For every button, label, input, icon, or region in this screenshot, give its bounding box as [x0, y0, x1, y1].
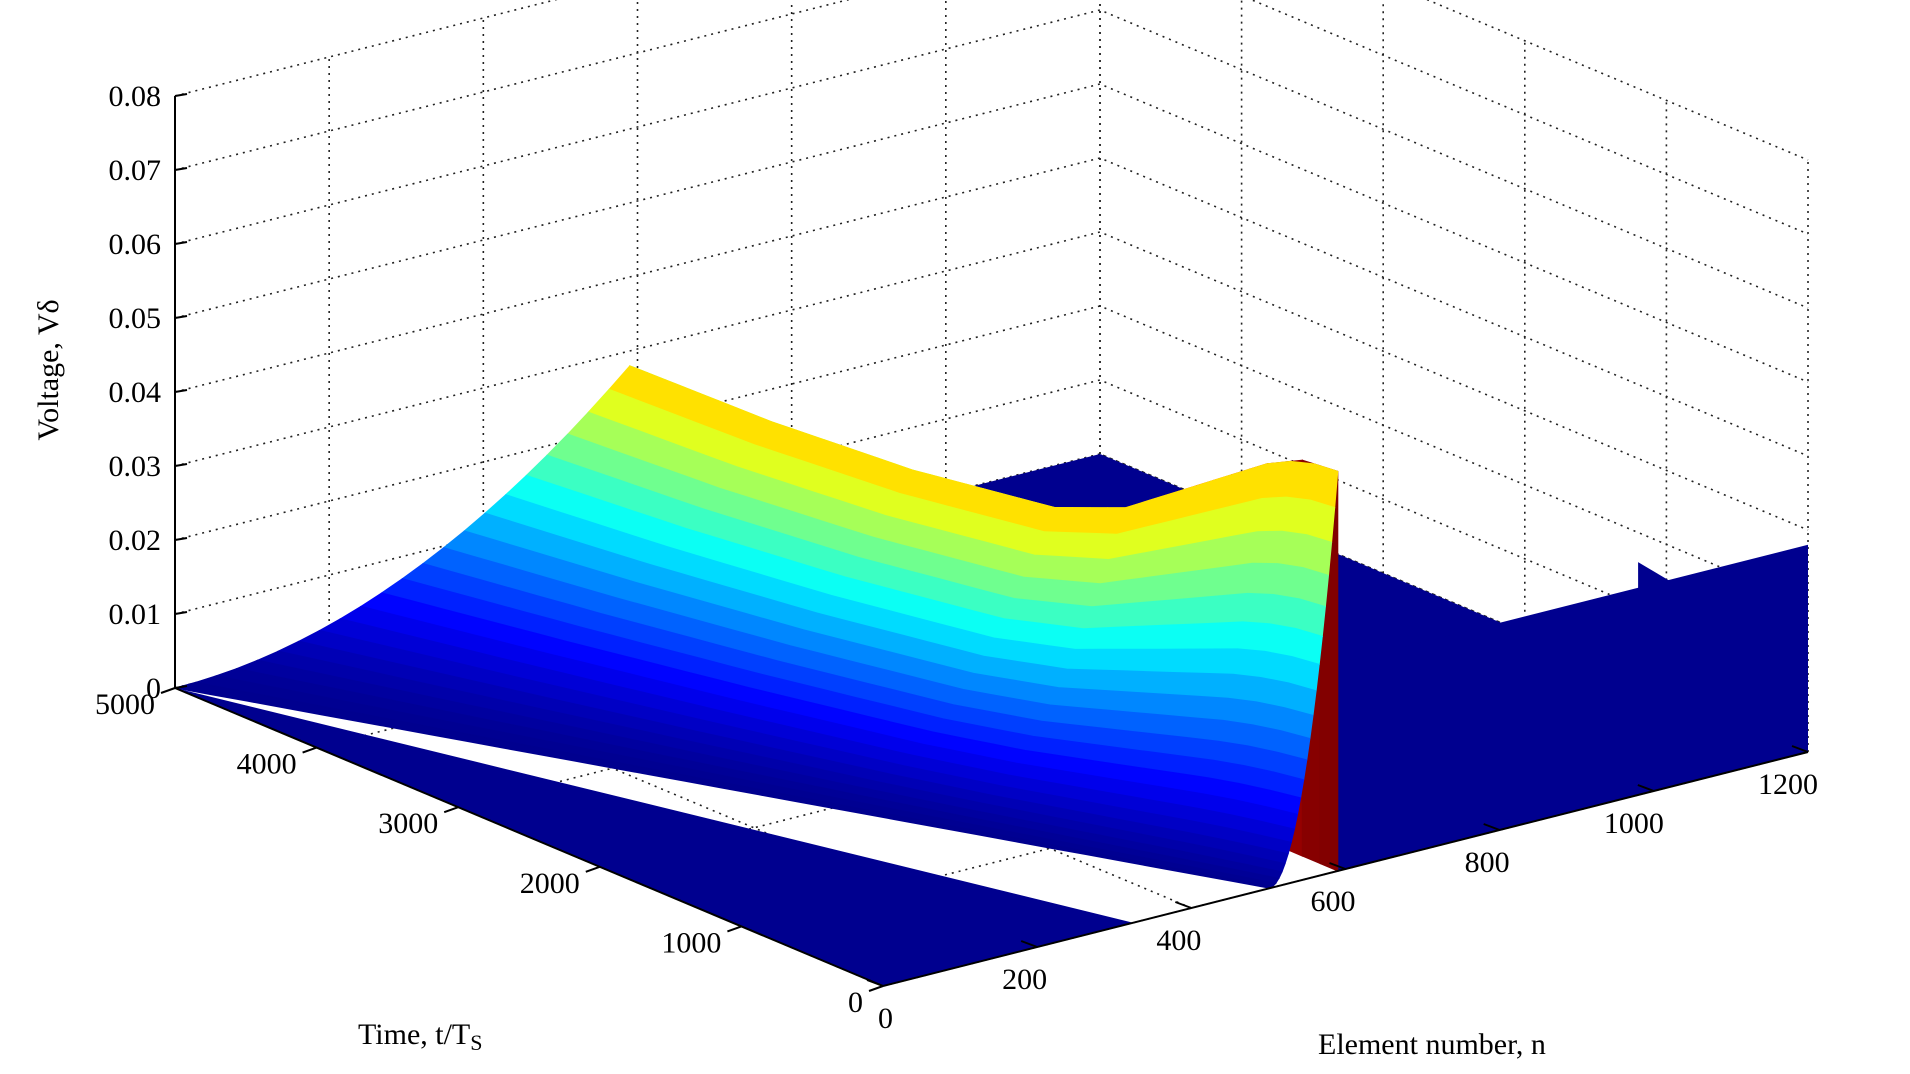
z-tick-3	[174, 463, 188, 467]
x-tick-label-0: 0	[878, 1002, 893, 1035]
floor-near	[175, 688, 1134, 986]
y-tick-4	[302, 746, 317, 754]
x-tick-label-1: 200	[1002, 963, 1047, 996]
x-tick-label-2: 400	[1156, 924, 1201, 957]
x-axis-label: Element number, n	[1318, 1028, 1546, 1061]
grid-line-z-5	[174, 83, 1809, 383]
grid-line-z-8	[174, 0, 1809, 161]
z-tick-2	[174, 537, 188, 541]
y-axis-label-subscript: S	[470, 1030, 482, 1055]
x-tick-label-6: 1200	[1758, 768, 1818, 801]
x-tick-2	[1174, 901, 1192, 909]
y-tick-label-1: 1000	[661, 926, 721, 959]
z-tick-label-3: 0.03	[109, 450, 162, 483]
z-tick-label-4: 0.04	[109, 376, 162, 409]
y-tick-label-2: 2000	[520, 867, 580, 900]
axis-layer: 0 0.01 0.02 0.03 0.04 0.05 0.06 0.07 0.08 0 1000 20…	[95, 80, 1818, 1035]
z-tick-0	[174, 685, 188, 689]
y-tick-3	[443, 806, 459, 814]
y-axis-label: Time, t/TS	[358, 1018, 483, 1055]
z-tick-label-2: 0.02	[109, 524, 162, 557]
grid-line-z-6	[174, 9, 1809, 309]
y-tick-2	[585, 865, 601, 873]
label-layer: Voltage, Vδ Time, t/TS Element number, n	[32, 299, 1546, 1061]
shelf-face	[1337, 544, 1808, 871]
z-tick-label-1: 0.01	[109, 598, 162, 631]
z-tick-5	[174, 315, 188, 319]
grid-line-z-7	[174, 0, 1809, 235]
z-tick-label-6: 0.06	[109, 228, 162, 261]
x-tick-0	[866, 979, 884, 987]
z-tick-label-7: 0.07	[109, 154, 162, 187]
x-tick-1	[1020, 940, 1038, 948]
z-tick-label-0: 0	[146, 672, 161, 705]
z-tick-8	[174, 93, 188, 97]
z-tick-1	[174, 611, 188, 615]
x-tick-label-5: 1000	[1604, 807, 1664, 840]
z-tick-7	[174, 167, 188, 171]
x-tick-4	[1483, 823, 1501, 831]
y-tick-label-3: 3000	[378, 807, 438, 840]
y-tick-0	[868, 985, 884, 992]
x-tick-label-4: 800	[1465, 846, 1510, 879]
z-tick-label-8: 0.08	[109, 80, 162, 113]
x-tick-label-3: 600	[1311, 885, 1356, 918]
x-tick-3	[1329, 862, 1346, 870]
y-tick-label-0: 0	[848, 986, 863, 1019]
grid-line-z-4	[174, 157, 1809, 457]
x-tick-6	[1791, 745, 1809, 753]
y-tick-label-4: 4000	[237, 748, 297, 781]
z-tick-label-5: 0.05	[109, 302, 162, 335]
surface-layer	[174, 365, 1339, 889]
z-tick-4	[174, 389, 188, 393]
y-tick-label-5: 5000	[95, 688, 155, 721]
x-tick-5	[1637, 784, 1655, 792]
y-axis-label-main: Time, t/T	[358, 1018, 470, 1051]
z-axis-label: Voltage, Vδ	[32, 299, 65, 440]
z-tick-6	[174, 241, 188, 245]
y-axis-line	[174, 687, 884, 987]
y-tick-1	[727, 925, 742, 933]
y-tick-5	[160, 687, 176, 694]
